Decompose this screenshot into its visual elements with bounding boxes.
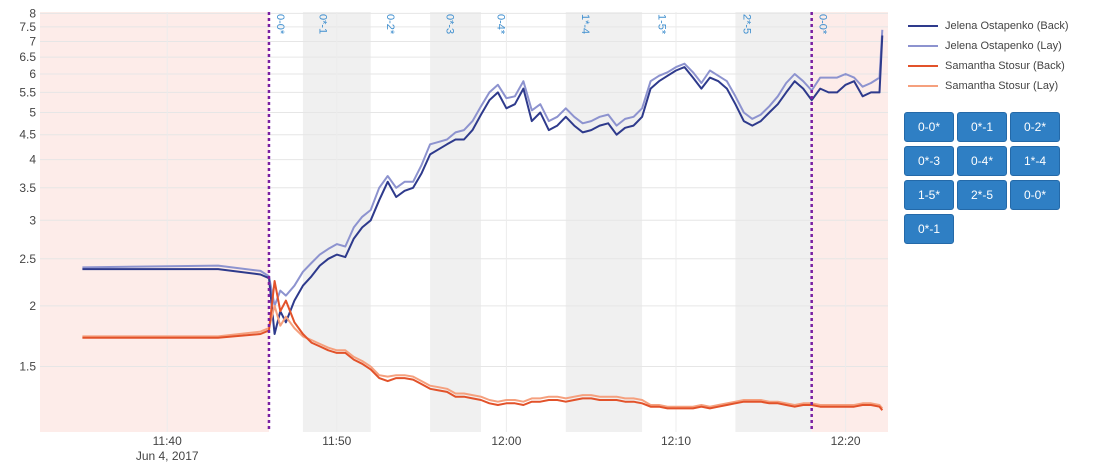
- legend-swatch: [908, 85, 938, 87]
- game-score-label: 0-4*: [494, 14, 506, 35]
- series-line: [82, 304, 884, 410]
- x-tick-label: 11:50: [322, 434, 351, 448]
- series-lines: [82, 29, 884, 411]
- score-button[interactable]: 0-0*: [904, 112, 954, 142]
- y-tick-label: 6.5: [19, 50, 36, 64]
- y-tick-label: 4.5: [19, 128, 36, 142]
- game-score-label: 0*-3: [444, 14, 456, 34]
- legend-swatch: [908, 45, 938, 47]
- score-button[interactable]: 1-5*: [904, 180, 954, 210]
- grid: [40, 12, 888, 432]
- game-score-label: 1*-4: [579, 14, 591, 34]
- y-tick-label: 5: [29, 105, 36, 119]
- set-markers: [267, 12, 813, 432]
- y-tick-label: 3: [29, 213, 36, 227]
- shaded-region-set: [735, 12, 812, 432]
- shaded-region-set: [565, 12, 643, 432]
- y-tick-label: 5.5: [19, 85, 36, 99]
- score-button[interactable]: 0*-1: [957, 112, 1007, 142]
- x-tick-label: 12:00: [491, 434, 521, 448]
- x-tick-date: Jun 4, 2017: [136, 449, 199, 463]
- score-button[interactable]: 0-0*: [1010, 180, 1060, 210]
- legend-swatch: [908, 25, 938, 27]
- game-score-label: 2*-5: [740, 14, 752, 34]
- game-score-label: 0-2*: [384, 14, 396, 35]
- legend-item[interactable]: Samantha Stosur (Lay): [908, 76, 1069, 96]
- legend-item[interactable]: Samantha Stosur (Back): [908, 56, 1069, 76]
- game-score-label: 0-0*: [817, 14, 829, 35]
- shaded-regions: [40, 12, 888, 432]
- y-tick-label: 6: [29, 67, 36, 81]
- game-score-label: 0*-1: [316, 14, 328, 34]
- y-tick-label: 4: [29, 153, 36, 167]
- legend-label: Jelena Ostapenko (Lay): [945, 40, 1062, 52]
- series-line: [82, 35, 884, 335]
- game-score-label: 0-0*: [274, 14, 286, 35]
- series-line: [82, 29, 884, 307]
- x-tick-label: 11:40: [153, 434, 182, 448]
- legend-label: Jelena Ostapenko (Back): [945, 20, 1069, 32]
- x-tick-label: 12:10: [661, 434, 691, 448]
- game-labels: 0-0* 0*-1 0-2* 0*-3 0-4* 1*-4 1-5* 2*-5 0-0*: [274, 14, 829, 35]
- y-tick-label: 3.5: [19, 181, 36, 195]
- score-button[interactable]: 0*-3: [904, 146, 954, 176]
- y-tick-label: 1.5: [19, 360, 36, 374]
- y-tick-label: 2.5: [19, 252, 36, 266]
- game-score-label: 1-5*: [656, 14, 668, 35]
- legend-item[interactable]: Jelena Ostapenko (Lay): [908, 36, 1069, 56]
- x-tick-label: 12:20: [831, 434, 861, 448]
- y-tick-label: 8: [29, 6, 36, 20]
- legend-label: Samantha Stosur (Back): [945, 60, 1065, 72]
- legend-item[interactable]: Jelena Ostapenko (Back): [908, 16, 1069, 36]
- score-button[interactable]: 0-4*: [957, 146, 1007, 176]
- y-tick-label: 7.5: [19, 20, 36, 34]
- legend-swatch: [908, 65, 938, 67]
- shaded-region-pre: [40, 12, 269, 432]
- shaded-region-set: [430, 12, 481, 432]
- series-line: [82, 280, 884, 411]
- y-axis: 1.5 2 2.5 3 3.5 4 4.5 5 5.5 6 6.5 77.58: [19, 6, 36, 373]
- y-tick-label: 2: [29, 299, 36, 313]
- score-button[interactable]: 0-2*: [1010, 112, 1060, 142]
- legend-label: Samantha Stosur (Lay): [945, 80, 1059, 92]
- score-button[interactable]: 1*-4: [1010, 146, 1060, 176]
- legend: Jelena Ostapenko (Back) Jelena Ostapenko…: [908, 16, 1069, 96]
- score-button[interactable]: 2*-5: [957, 180, 1007, 210]
- y-tick-label: 7: [29, 34, 36, 48]
- score-button[interactable]: 0*-1: [904, 214, 954, 244]
